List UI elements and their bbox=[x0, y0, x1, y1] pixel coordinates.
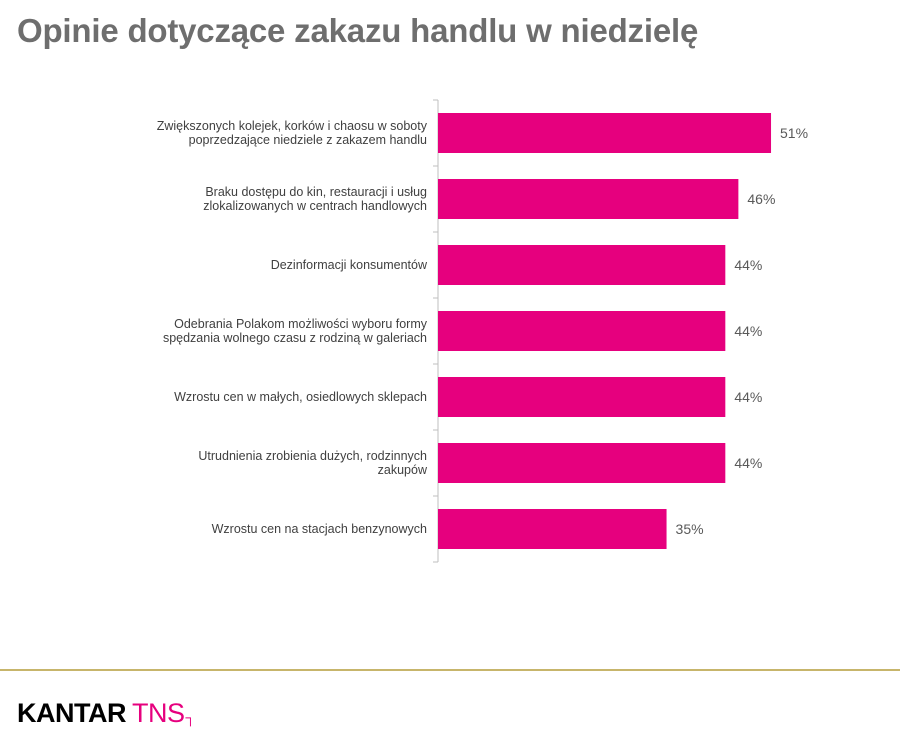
bar-value-label: 44% bbox=[734, 257, 762, 273]
bar bbox=[438, 179, 739, 219]
bar bbox=[438, 443, 726, 483]
category-label: Wzrostu cen na stacjach benzynowych bbox=[212, 522, 427, 536]
bar-value-label: 51% bbox=[780, 125, 808, 141]
category-label: Wzrostu cen w małych, osiedlowych sklepa… bbox=[174, 390, 427, 404]
bar-value-label: 44% bbox=[734, 455, 762, 471]
category-label-line: Utrudnienia zrobienia dużych, rodzinnych bbox=[198, 449, 427, 463]
category-label: Odebrania Polakom możliwości wyboru form… bbox=[163, 317, 428, 345]
category-label-line: Wzrostu cen na stacjach benzynowych bbox=[212, 522, 427, 536]
logo-brand-text: KANTAR bbox=[17, 698, 126, 728]
kantar-tns-logo: KANTAR TNS┐ bbox=[17, 698, 195, 729]
bar bbox=[438, 245, 726, 285]
category-label-line: Dezinformacji konsumentów bbox=[271, 258, 428, 272]
logo-sub-text: TNS bbox=[131, 698, 185, 728]
bar bbox=[438, 311, 726, 351]
category-label-line: spędzania wolnego czasu z rodziną w gale… bbox=[163, 331, 427, 345]
category-label-line: poprzedzające niedziele z zakazem handlu bbox=[189, 133, 427, 147]
bar bbox=[438, 377, 726, 417]
logo-corner-icon: ┐ bbox=[185, 709, 195, 725]
category-label: Braku dostępu do kin, restauracji i usłu… bbox=[203, 185, 427, 213]
category-label-line: zakupów bbox=[378, 463, 428, 477]
category-label: Zwiększonych kolejek, korków i chaosu w … bbox=[157, 119, 428, 147]
category-label-line: Odebrania Polakom możliwości wyboru form… bbox=[174, 317, 428, 331]
bar-value-label: 44% bbox=[734, 323, 762, 339]
category-label-line: zlokalizowanych w centrach handlowych bbox=[203, 199, 427, 213]
bar bbox=[438, 113, 772, 153]
page-title: Opinie dotyczące zakazu handlu w niedzie… bbox=[17, 12, 699, 49]
category-label-line: Zwiększonych kolejek, korków i chaosu w … bbox=[157, 119, 428, 133]
bar-value-label: 46% bbox=[747, 191, 775, 207]
category-label: Utrudnienia zrobienia dużych, rodzinnych… bbox=[198, 449, 428, 477]
category-label-line: Wzrostu cen w małych, osiedlowych sklepa… bbox=[174, 390, 427, 404]
category-label: Dezinformacji konsumentów bbox=[271, 258, 428, 272]
bar-value-label: 35% bbox=[676, 521, 704, 537]
footer-divider bbox=[0, 669, 900, 671]
category-label-line: Braku dostępu do kin, restauracji i usłu… bbox=[205, 185, 427, 199]
bar bbox=[438, 509, 667, 549]
bar-value-label: 44% bbox=[734, 389, 762, 405]
bar-chart: 51% Zwiększonych kolejek, korków i chaosu… bbox=[157, 99, 808, 563]
